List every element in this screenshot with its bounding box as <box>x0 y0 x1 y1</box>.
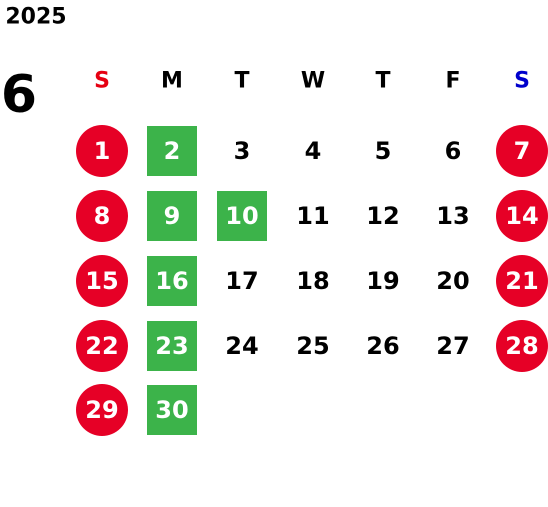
day-number: 20 <box>436 267 469 295</box>
day-number: 7 <box>514 137 531 165</box>
day-number: 13 <box>436 202 469 230</box>
day-number: 9 <box>164 202 181 230</box>
day-number: 15 <box>85 267 118 295</box>
day-number: 22 <box>85 332 118 360</box>
day-circle <box>496 320 548 372</box>
day-number: 29 <box>85 396 118 424</box>
day-number: 18 <box>296 267 329 295</box>
day-number: 4 <box>305 137 322 165</box>
day-circle <box>496 255 548 307</box>
day-number: 5 <box>375 137 392 165</box>
day-number: 28 <box>505 332 538 360</box>
weekday-header: M <box>161 69 183 94</box>
weekday-header: S <box>94 69 110 94</box>
day-circle <box>76 384 128 436</box>
weekday-header: T <box>234 69 249 94</box>
day-circle <box>76 125 128 177</box>
day-number: 12 <box>366 202 399 230</box>
day-number: 25 <box>296 332 329 360</box>
day-number: 26 <box>366 332 399 360</box>
day-number: 16 <box>155 267 188 295</box>
day-number: 6 <box>445 137 462 165</box>
day-number: 24 <box>225 332 258 360</box>
day-square <box>217 191 267 241</box>
month: 6 <box>1 65 37 125</box>
day-number: 14 <box>505 202 538 230</box>
day-circle <box>76 255 128 307</box>
weekday-header: F <box>445 69 460 94</box>
day-square <box>147 126 197 176</box>
day-number: 11 <box>296 202 329 230</box>
day-number: 30 <box>155 396 188 424</box>
day-circle <box>76 320 128 372</box>
day-circle <box>496 190 548 242</box>
day-square <box>147 191 197 241</box>
day-number: 17 <box>225 267 258 295</box>
day-number: 21 <box>505 267 538 295</box>
day-circle <box>496 125 548 177</box>
weekday-header: T <box>375 69 390 94</box>
day-number: 19 <box>366 267 399 295</box>
weekday-header: W <box>301 69 325 94</box>
day-number: 27 <box>436 332 469 360</box>
day-square <box>147 385 197 435</box>
day-square <box>147 321 197 371</box>
day-number: 3 <box>234 137 251 165</box>
day-number: 2 <box>164 137 181 165</box>
day-number: 8 <box>94 202 111 230</box>
day-number: 10 <box>225 202 258 230</box>
year: 2025 <box>5 5 66 30</box>
weekday-header: S <box>514 69 530 94</box>
day-number: 1 <box>94 137 111 165</box>
day-square <box>147 256 197 306</box>
day-circle <box>76 190 128 242</box>
day-number: 23 <box>155 332 188 360</box>
